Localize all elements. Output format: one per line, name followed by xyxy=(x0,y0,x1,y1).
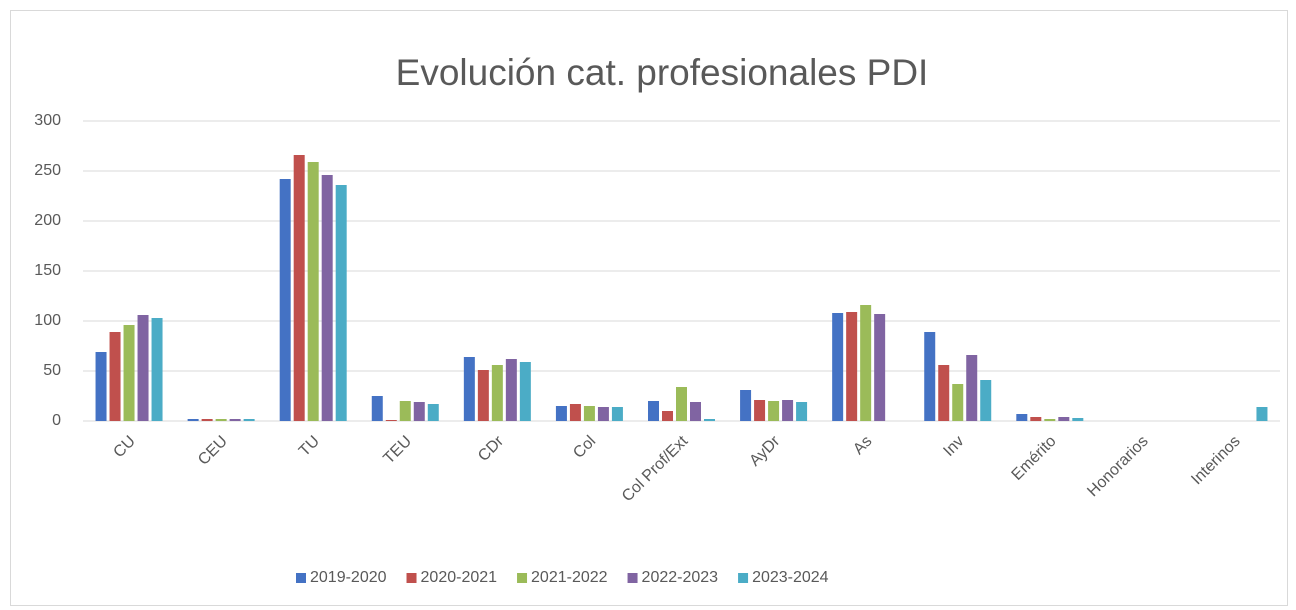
legend-label: 2019-2020 xyxy=(310,569,387,586)
bar xyxy=(371,396,383,421)
chart-title: Evolución cat. profesionales PDI xyxy=(396,52,929,93)
bar xyxy=(860,305,872,421)
bar xyxy=(243,419,255,421)
bar xyxy=(938,365,950,421)
bar xyxy=(137,315,149,421)
legend-swatch xyxy=(517,573,528,583)
bar xyxy=(846,312,858,421)
bar xyxy=(662,411,673,421)
y-tick-label: 300 xyxy=(34,112,61,129)
y-tick-label: 50 xyxy=(43,362,61,379)
y-tick-label: 150 xyxy=(34,262,61,279)
bar xyxy=(740,390,752,421)
legend-label: 2021-2022 xyxy=(531,569,608,586)
bar xyxy=(519,362,531,421)
bar xyxy=(229,419,241,421)
bar xyxy=(413,402,425,421)
legend-swatch xyxy=(738,573,749,583)
bar xyxy=(477,370,489,421)
bar xyxy=(569,404,581,421)
legend-swatch xyxy=(627,573,638,583)
y-tick-label: 0 xyxy=(52,412,61,429)
bar xyxy=(1072,418,1084,421)
bar xyxy=(980,380,992,421)
bar xyxy=(307,162,319,421)
y-tick-label: 250 xyxy=(34,162,61,179)
bar xyxy=(1044,419,1056,421)
bar xyxy=(874,314,886,421)
bar xyxy=(966,355,978,421)
bar xyxy=(1256,407,1268,421)
bar xyxy=(491,365,503,421)
legend-label: 2022-2023 xyxy=(642,569,719,586)
bar xyxy=(279,179,291,421)
bar xyxy=(95,352,107,421)
bar xyxy=(782,400,794,421)
bar xyxy=(463,357,475,421)
bar xyxy=(690,402,701,421)
bar xyxy=(321,175,333,421)
y-tick-label: 200 xyxy=(34,212,61,229)
bar xyxy=(704,419,715,421)
bar xyxy=(335,185,347,421)
bar xyxy=(924,332,936,421)
bar xyxy=(754,400,766,421)
bar xyxy=(1016,414,1028,421)
bar xyxy=(796,402,808,421)
bar xyxy=(399,401,411,421)
bar xyxy=(611,407,623,421)
bar xyxy=(123,325,135,421)
bar xyxy=(293,155,305,421)
bar xyxy=(385,420,397,421)
bar xyxy=(109,332,121,421)
legend-label: 2020-2021 xyxy=(421,569,498,586)
bar xyxy=(555,406,567,421)
legend-swatch xyxy=(406,573,417,583)
bar xyxy=(215,419,227,421)
bar xyxy=(151,318,163,421)
bar xyxy=(201,419,213,421)
bar xyxy=(648,401,659,421)
legend-label: 2023-2024 xyxy=(752,569,829,586)
bar xyxy=(832,313,844,421)
bar xyxy=(427,404,439,421)
bar xyxy=(1030,417,1042,421)
bar xyxy=(1058,417,1070,421)
bar xyxy=(676,387,687,421)
chart-border xyxy=(10,10,1288,606)
legend-swatch xyxy=(296,573,306,583)
y-tick-label: 100 xyxy=(34,312,61,329)
bar xyxy=(187,419,199,421)
bar xyxy=(768,401,780,421)
bar xyxy=(505,359,517,421)
bar xyxy=(597,407,609,421)
bar xyxy=(952,384,964,421)
bar xyxy=(583,406,595,421)
